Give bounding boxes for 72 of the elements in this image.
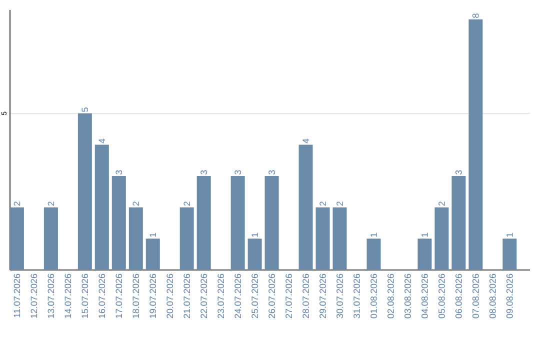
x-tick-label: 29.07.2026 <box>320 274 326 318</box>
x-tick-label: 22.07.2026 <box>200 274 208 318</box>
data-label: 1 <box>422 232 428 237</box>
bar <box>418 238 432 270</box>
x-tick-label: 24.07.2026 <box>234 274 242 318</box>
bar <box>180 207 194 270</box>
data-label: 3 <box>116 170 122 174</box>
x-tick-label: 06.08.2026 <box>455 274 462 318</box>
data-label: 1 <box>150 232 156 237</box>
data-label: 4 <box>302 138 309 144</box>
data-label: 2 <box>184 202 190 206</box>
bar <box>78 113 92 270</box>
bar <box>452 176 466 270</box>
x-tick-label: 12.07.2026 <box>30 274 38 318</box>
x-tick-label: 08.08.2026 <box>489 274 496 318</box>
x-tick-label: 04.08.2026 <box>421 274 428 318</box>
bar <box>298 144 313 270</box>
bar <box>10 207 24 270</box>
x-tick-label: 31.07.2026 <box>354 274 360 318</box>
x-tick-label: 19.07.2026 <box>150 274 156 318</box>
bar <box>112 176 126 270</box>
x-tick-label: 26.07.2026 <box>268 274 275 318</box>
x-tick-label: 21.07.2026 <box>184 274 190 318</box>
data-label: 1 <box>506 232 513 237</box>
data-label: 5 <box>82 108 88 112</box>
x-tick-label: 18.07.2026 <box>132 274 140 318</box>
bar <box>264 176 279 270</box>
data-label: 2 <box>132 202 140 206</box>
bar <box>434 207 449 270</box>
data-label: 8 <box>472 14 479 18</box>
x-tick-label: 15.07.2026 <box>82 274 88 318</box>
x-tick-label: 07.08.2026 <box>472 274 479 318</box>
x-tick-label: 20.07.2026 <box>166 274 174 318</box>
x-tick-label: 23.07.2026 <box>218 274 224 318</box>
bar <box>230 176 245 270</box>
x-tick-label: 14.07.2026 <box>64 274 72 318</box>
bar <box>468 19 483 270</box>
x-tick-label: 27.07.2026 <box>286 274 292 318</box>
data-label: 3 <box>200 170 208 174</box>
x-tick-label: 02.08.2026 <box>388 274 394 318</box>
bar <box>44 207 58 270</box>
data-label: 3 <box>455 170 462 174</box>
data-label: 2 <box>336 202 343 206</box>
bar <box>128 207 143 270</box>
data-label: 1 <box>252 232 258 237</box>
data-label: 3 <box>234 170 242 174</box>
x-tick-label: 28.07.2026 <box>302 274 309 318</box>
data-label: 2 <box>438 202 445 206</box>
bar <box>502 238 517 270</box>
x-tick-label: 05.08.2026 <box>438 274 445 318</box>
x-tick-label: 30.07.2026 <box>336 274 343 318</box>
bar <box>94 144 109 270</box>
bar <box>196 176 211 270</box>
x-tick-label: 11.07.2026 <box>14 274 20 318</box>
data-label: 1 <box>370 232 377 237</box>
data-label: 2 <box>48 202 54 206</box>
data-label: 2 <box>14 202 20 206</box>
bar <box>366 238 381 270</box>
data-label: 4 <box>98 138 106 144</box>
data-label: 3 <box>268 170 275 174</box>
bar <box>248 238 262 270</box>
x-tick-label: 13.07.2026 <box>48 274 54 318</box>
data-label: 2 <box>320 202 326 206</box>
bar <box>316 207 330 270</box>
x-tick-label: 03.08.2026 <box>404 274 411 318</box>
x-tick-label: 17.07.2026 <box>116 274 122 318</box>
bar <box>146 238 160 270</box>
x-tick-label: 01.08.2026 <box>370 274 377 318</box>
bar <box>332 207 347 270</box>
x-tick-label: 25.07.2026 <box>252 274 258 318</box>
x-tick-label: 16.07.2026 <box>98 274 106 318</box>
x-tick-label: 09.08.2026 <box>506 274 513 318</box>
